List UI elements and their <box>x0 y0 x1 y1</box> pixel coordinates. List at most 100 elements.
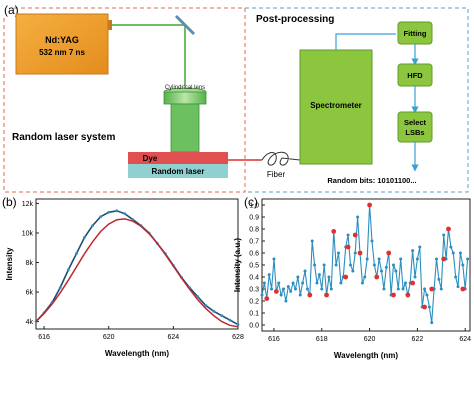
plot-0-point <box>66 268 70 272</box>
plot-0-ytick-label: 10k <box>22 230 34 237</box>
plot-1-selected-point <box>273 289 279 294</box>
plot-c-axes: 616 618 620 622 624 0.0 0.1 0.2 0.3 0.4 0.5 0.6 0.7 0… <box>249 203 471 344</box>
dye-layer <box>128 152 228 164</box>
plot-1-point <box>305 287 309 291</box>
random-bits-label: Random bits: 10101100... <box>327 176 416 185</box>
plot-0-point <box>204 303 208 307</box>
plot-0-point <box>212 309 216 313</box>
plot-1-selected-point <box>386 250 392 256</box>
plot-0-point <box>107 210 111 214</box>
plot-1-point <box>296 275 300 279</box>
plot-0-ytick-label: 6k <box>26 290 34 297</box>
plot-1-point <box>430 321 434 325</box>
plot-1-point <box>313 263 317 267</box>
plot-1-ytick-label: 0.3 <box>249 287 259 294</box>
laser-spec: 532 nm 7 ns <box>39 48 85 57</box>
plot-1-ytick-label: 0.1 <box>249 311 259 318</box>
plot-1-point <box>353 251 357 255</box>
plot-1-point <box>282 287 286 291</box>
plot-1-point <box>466 257 470 261</box>
plot-1-point <box>317 273 321 277</box>
plot-1-ytick-label: 0.6 <box>249 251 259 258</box>
plot-0-point <box>83 236 86 239</box>
spectrometer-label: Spectrometer <box>310 101 362 110</box>
plot-1-point <box>279 293 283 297</box>
laser-box <box>15 13 109 75</box>
left-frame <box>3 7 246 193</box>
plot-1-point <box>277 281 281 285</box>
plot-0-point <box>220 314 224 318</box>
plot-1-point <box>403 281 407 285</box>
plot-0-xtick-label: 620 <box>103 334 115 341</box>
select-lsbs-box <box>397 111 433 143</box>
plot-1-point <box>411 249 415 253</box>
plot-c-ylabel: Intensity (a.u.) <box>233 238 242 293</box>
plot-1-point <box>348 263 352 267</box>
plot-0-point <box>196 295 200 298</box>
random-laser-layer <box>128 164 228 178</box>
plot-1-point <box>356 215 360 219</box>
spectrometer-box <box>299 49 373 165</box>
plot-1-point <box>391 263 395 267</box>
plot-0-series-fit <box>35 218 239 328</box>
random-laser-label: Random laser <box>152 167 205 176</box>
plot-1-selected-point <box>357 250 363 256</box>
plot-1-selected-point <box>345 244 351 250</box>
plot-1-point <box>437 277 441 281</box>
plot-1-point <box>396 287 400 291</box>
plot-1-point <box>289 289 293 293</box>
plot-0-series-measured <box>35 209 239 326</box>
select-label: Select <box>404 118 427 127</box>
plot-1-point <box>284 299 288 303</box>
plot-1-ytick-label: 1.0 <box>249 203 259 210</box>
plot-1-point <box>365 257 369 261</box>
plot-1-selected-point <box>410 280 416 286</box>
plot-1-ytick-label: 0.8 <box>249 227 259 234</box>
plot-1-point <box>427 305 431 309</box>
plot-1-point <box>415 257 419 261</box>
plot-1-point <box>449 245 453 249</box>
plot-1-point <box>372 263 376 267</box>
plot-1-point <box>423 287 427 291</box>
plot-1-point <box>262 281 266 285</box>
plot-1-point <box>293 287 297 291</box>
plot-1-point <box>301 281 305 285</box>
plot-1-point <box>363 275 367 279</box>
plot-b-frame <box>35 198 239 330</box>
plot-b-ylabel: Intensity <box>5 247 14 280</box>
plot-1-point <box>384 265 388 269</box>
plot-1-point <box>418 245 422 249</box>
plot-0-point <box>123 212 127 216</box>
plot-1-point <box>260 293 264 297</box>
plot-c-series <box>260 202 470 325</box>
plot-1-selected-point <box>324 292 329 298</box>
plot-1-point <box>370 239 374 243</box>
lsbs-label: LSBs <box>405 128 424 137</box>
plot-1-selected-point <box>460 286 466 292</box>
plot-1-point <box>425 293 429 297</box>
panel-a-label: (a) <box>4 3 19 17</box>
plot-c-xlabel: Wavelength (nm) <box>334 351 398 360</box>
plot-1-point <box>298 293 302 297</box>
plot-1-selected-point <box>391 292 396 298</box>
laser-port <box>108 20 112 30</box>
plot-1-point <box>380 269 384 273</box>
plot-1-point <box>435 257 439 261</box>
plot-1-point <box>454 275 458 279</box>
plot-0-point <box>99 215 103 219</box>
plot-0-point <box>228 318 232 322</box>
plot-0-point <box>91 224 94 227</box>
plot-1-xtick-label: 622 <box>412 336 424 343</box>
link-spec-fitting <box>335 33 396 50</box>
plot-1-point <box>401 287 405 291</box>
cylindrical-lens-label: Cylindrical lens <box>165 85 205 91</box>
panel-c: (c) 616 618 620 622 624 0.0 0.1 0.2 0.3 0.4 0.5 0.6… <box>233 195 471 360</box>
panel-c-label: (c) <box>244 195 258 209</box>
plot-1-point <box>291 281 295 285</box>
plot-1-point <box>337 251 341 255</box>
plot-1-selected-point <box>429 286 435 292</box>
hfd-label: HFD <box>407 71 423 80</box>
plot-0-point <box>115 209 119 213</box>
plot-1-point <box>382 287 386 291</box>
plot-1-point <box>394 269 398 273</box>
